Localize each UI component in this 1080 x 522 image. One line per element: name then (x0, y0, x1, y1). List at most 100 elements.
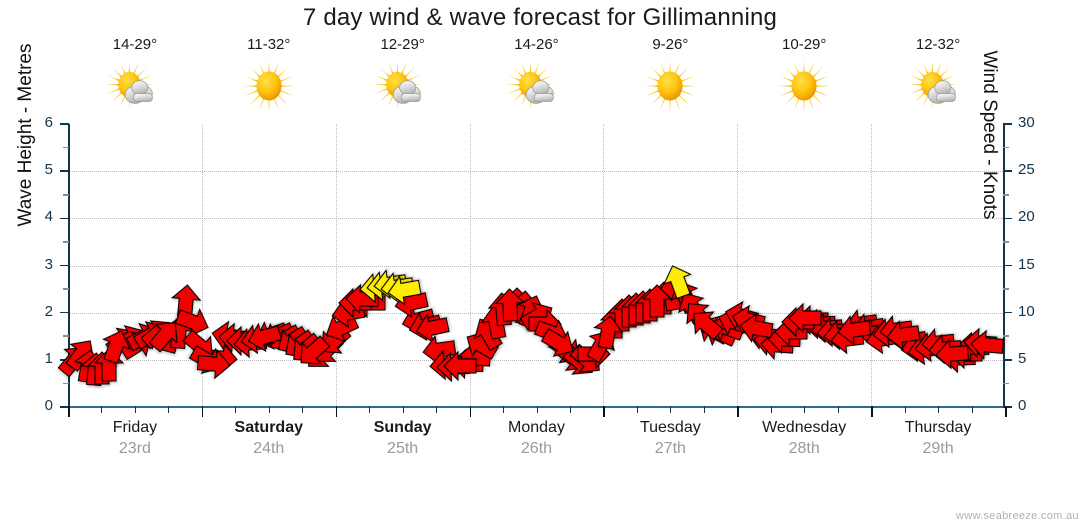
watermark: www.seabreeze.com.au (956, 510, 1079, 522)
right-axis-tick (1002, 264, 1012, 267)
left-axis-label: 1 (44, 349, 53, 367)
left-axis-tick (60, 311, 69, 314)
x-axis-tick (536, 406, 538, 413)
x-axis-tick (168, 406, 170, 413)
day-date: 23rd (118, 440, 151, 457)
x-axis-tick (804, 406, 806, 413)
x-axis-tick (402, 406, 404, 413)
left-axis-tick (60, 170, 69, 172)
day-label-friday: Friday 23rd (68, 418, 202, 459)
day-date: 29th (922, 440, 954, 457)
right-axis-tick (1002, 311, 1012, 314)
day-separator (201, 124, 203, 407)
day-header-tuesday: 9-26° (603, 36, 737, 122)
x-axis-tick (670, 406, 672, 413)
left-axis-label: 2 (44, 302, 53, 320)
left-axis-tick (63, 335, 69, 338)
temperature-range-label: 11-32° (247, 36, 291, 53)
x-axis-tick (235, 406, 237, 413)
day-name: Saturday (234, 419, 303, 436)
temperature-range-label: 14-26° (514, 36, 559, 53)
day-header-monday: 14-26° (470, 36, 604, 122)
day-separator (737, 124, 739, 407)
gridline (68, 359, 1005, 361)
right-axis-tick (1002, 217, 1012, 220)
day-separator (335, 124, 337, 407)
x-axis-tick (569, 406, 571, 413)
sun-icon (202, 60, 336, 118)
left-axis-tick (60, 264, 69, 267)
left-axis-label: 6 (44, 114, 53, 131)
x-axis-tick (636, 406, 638, 413)
right-axis-label: 10 (1018, 302, 1035, 320)
x-axis-tick (770, 406, 772, 413)
day-header-wednesday: 10-29° (737, 36, 871, 122)
left-axis-tick (60, 217, 69, 220)
gridline (68, 265, 1005, 267)
left-axis-label: 0 (44, 397, 53, 414)
x-axis-tick (335, 406, 338, 417)
left-axis-tick (63, 382, 69, 385)
day-name: Sunday (373, 419, 432, 436)
x-axis-tick (938, 406, 940, 413)
x-axis-tick (703, 406, 705, 413)
x-axis-tick (302, 406, 304, 413)
x-axis-tick (871, 406, 873, 417)
sun-behind-cloud-icon (336, 60, 470, 118)
x-axis-tick (469, 406, 472, 417)
day-name: Thursday (904, 419, 972, 436)
day-name: Wednesday (762, 419, 847, 436)
x-axis-tick (503, 406, 505, 413)
left-axis-label: 4 (44, 208, 53, 226)
sun-icon (603, 60, 737, 118)
right-axis-tick (1002, 170, 1012, 172)
left-axis-tick (63, 241, 69, 243)
temperature-range-label: 12-32° (915, 36, 961, 53)
x-axis-tick (837, 406, 839, 413)
left-axis-tick (63, 193, 69, 196)
temperature-range-label: 14-29° (112, 36, 158, 53)
gridline (68, 218, 1005, 220)
temperature-range-label: 9-26° (652, 36, 689, 53)
right-axis-tick (1002, 146, 1009, 149)
right-axis-tick (1002, 123, 1012, 125)
day-name: Friday (112, 419, 158, 436)
left-axis-tick (63, 146, 69, 149)
left-axis-label: 5 (44, 161, 53, 179)
sun-behind-cloud-icon (68, 60, 202, 118)
x-axis-tick (904, 406, 906, 413)
x-axis-tick (68, 406, 70, 417)
sun-icon (737, 60, 871, 118)
right-axis-label: 0 (1018, 397, 1027, 414)
day-separator (871, 124, 873, 407)
left-axis-label: 3 (44, 255, 53, 273)
day-label-thursday: Thursday 29th (871, 418, 1005, 459)
day-name: Monday (508, 419, 565, 436)
right-axis-label: 30 (1018, 114, 1035, 131)
right-axis-tick (1002, 359, 1012, 361)
day-label-tuesday: Tuesday 27th (603, 418, 737, 459)
day-date: 28th (788, 440, 820, 457)
right-axis-tick (1002, 288, 1009, 290)
day-date: 24th (253, 440, 285, 457)
day-date: 26th (520, 440, 553, 457)
right-axis-label: 25 (1018, 161, 1035, 179)
right-axis-label: 5 (1018, 349, 1027, 367)
day-header-friday: 14-29° (68, 36, 202, 122)
left-axis-title: Wave Height - Metres (15, 43, 36, 227)
right-axis-tick (1002, 382, 1009, 385)
x-axis-tick (971, 406, 973, 413)
wind-wave-forecast-chart: 7 day wind & wave forecast for Gillimann… (15, 4, 1078, 522)
day-header-thursday: 12-32° (871, 36, 1005, 122)
temperature-range-label: 10-29° (782, 36, 827, 53)
x-axis-tick (436, 406, 438, 413)
day-label-saturday: Saturday 24th (202, 418, 336, 459)
left-axis-tick (60, 406, 69, 408)
day-header-saturday: 11-32° (202, 36, 336, 122)
day-separator (469, 124, 471, 407)
x-axis-tick (201, 406, 204, 417)
right-axis-tick (1002, 406, 1012, 408)
x-axis-tick (369, 406, 371, 413)
x-axis-tick (603, 406, 606, 417)
day-date: 25th (387, 440, 419, 457)
